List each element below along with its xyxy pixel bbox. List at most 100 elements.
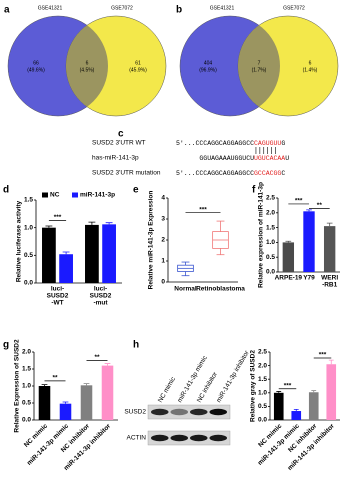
set-name: GSE7072 xyxy=(111,5,133,11)
region-percent: (1.7%) xyxy=(252,67,267,73)
blot-band xyxy=(150,434,169,442)
bar xyxy=(308,392,319,420)
bar xyxy=(282,242,295,272)
x-tick-label: SUSD2 xyxy=(47,293,69,300)
y-tick-label: 0.0 xyxy=(266,269,275,276)
sequence: 5'...CCCAGGCAGGAGGCCCAGUGUUG xyxy=(176,140,285,147)
y-axis-label: Relative expression of miR-141-3p xyxy=(258,182,265,288)
legend-label: NC xyxy=(50,192,60,199)
y-tick-label: 0.5 xyxy=(258,403,267,410)
region-count: 61 xyxy=(135,60,141,66)
significance-label: *** xyxy=(284,382,292,389)
panel-letter: a xyxy=(4,5,10,16)
legend-swatch xyxy=(42,192,48,198)
y-tick-label: 1.0 xyxy=(24,224,33,231)
y-tick-label: 1.0 xyxy=(22,383,31,390)
sequence: GGUAGAAAUGGUCUUGUCACAAU xyxy=(199,155,289,162)
sequence-segment: G xyxy=(281,140,285,147)
significance-label: *** xyxy=(295,198,303,205)
y-axis-label: Relative gray of SUSD2 xyxy=(250,350,257,422)
y-tick-label: 0.5 xyxy=(24,252,33,259)
set-name: GSE41321 xyxy=(210,5,235,11)
venn-overlap xyxy=(66,16,108,116)
y-tick-label: 2.0 xyxy=(258,362,267,369)
bar xyxy=(291,411,302,420)
panel-letter: c xyxy=(118,129,124,140)
y-tick-label: 2.0 xyxy=(22,349,31,356)
region-count: 7 xyxy=(258,60,261,66)
y-tick-label: 0.5 xyxy=(266,254,275,261)
panel-letter: e xyxy=(133,185,139,196)
x-tick-label: -RB1 xyxy=(322,282,338,289)
bar xyxy=(273,392,284,420)
lane-label: miR-141-3p inhibitor xyxy=(215,349,251,404)
x-tick-label: luci- xyxy=(51,286,64,293)
bar xyxy=(59,403,72,420)
row-label: SUSD2 xyxy=(124,409,146,416)
sequence-segment: C xyxy=(281,170,285,177)
y-tick-label: 2.0 xyxy=(266,210,275,217)
y-tick-label: 1.0 xyxy=(258,390,267,397)
panel-letter: d xyxy=(3,185,9,196)
x-tick-label: Y79 xyxy=(303,275,315,282)
significance-label: *** xyxy=(199,206,207,213)
y-tick-label: 1.5 xyxy=(258,376,267,383)
y-tick-label: 0.0 xyxy=(24,280,33,287)
error-bar xyxy=(326,222,333,227)
significance-label: *** xyxy=(319,352,327,359)
error-bar xyxy=(62,401,69,404)
sequence-segment: UGUCACAA xyxy=(254,155,285,162)
error-bar xyxy=(276,391,282,393)
sequence-label: SUSD2 3'UTR mutation xyxy=(92,170,161,177)
blot-band xyxy=(209,408,228,416)
bar xyxy=(59,254,73,283)
sequence-segment: U xyxy=(285,155,289,162)
blot-band xyxy=(189,408,208,416)
bar xyxy=(303,211,315,272)
x-tick-label: WERI xyxy=(321,275,338,282)
error-bar xyxy=(311,390,317,393)
region-count: 404 xyxy=(204,60,213,66)
venn-overlap xyxy=(238,16,280,116)
y-axis-label: Relative luciferase activity xyxy=(16,200,23,282)
region-count: 66 xyxy=(33,60,39,66)
y-tick-label: 1.5 xyxy=(266,224,275,231)
panel-letter: g xyxy=(3,340,9,351)
bar xyxy=(101,365,114,420)
sequence-label: has-miR-141-3p xyxy=(92,155,139,162)
bar xyxy=(102,224,116,283)
y-tick-label: 1.5 xyxy=(24,197,33,204)
error-bar xyxy=(41,384,48,386)
bar xyxy=(323,226,336,272)
error-bar xyxy=(45,225,53,228)
set-name: GSE41321 xyxy=(38,5,63,11)
x-tick-label: Normal xyxy=(174,286,197,293)
blot-band xyxy=(170,434,189,442)
error-bar xyxy=(105,222,113,225)
region-count: 6 xyxy=(309,60,312,66)
error-bar xyxy=(88,221,96,225)
blot-row xyxy=(147,404,231,420)
error-bar xyxy=(328,359,334,365)
y-tick-label: 2.5 xyxy=(266,195,275,202)
lane-label: NC mimic xyxy=(157,375,178,404)
sequence-label: SUSD2 3'UTR WT xyxy=(92,140,146,147)
panel-letter: f xyxy=(252,185,256,196)
blot-band xyxy=(150,408,169,416)
sequence-segment: 5'...CCCAGGCAGGAGGCC xyxy=(176,170,254,177)
row-label: ACTIN xyxy=(127,435,147,442)
y-tick-label: 0.0 xyxy=(22,417,31,424)
bar xyxy=(80,385,93,420)
legend-label: miR-141-3p xyxy=(80,192,115,199)
x-tick-label: -mut xyxy=(93,300,108,307)
x-tick-label: Retinoblastoma xyxy=(196,286,245,293)
y-tick-label: 1 xyxy=(161,258,165,265)
significance-label: ** xyxy=(94,354,100,361)
region-percent: (49.6%) xyxy=(27,67,45,73)
error-bar xyxy=(293,408,299,412)
region-percent: (45.9%) xyxy=(129,67,147,73)
y-tick-label: 0.0 xyxy=(258,417,267,424)
error-bar xyxy=(83,383,90,386)
blot-band xyxy=(209,434,228,442)
